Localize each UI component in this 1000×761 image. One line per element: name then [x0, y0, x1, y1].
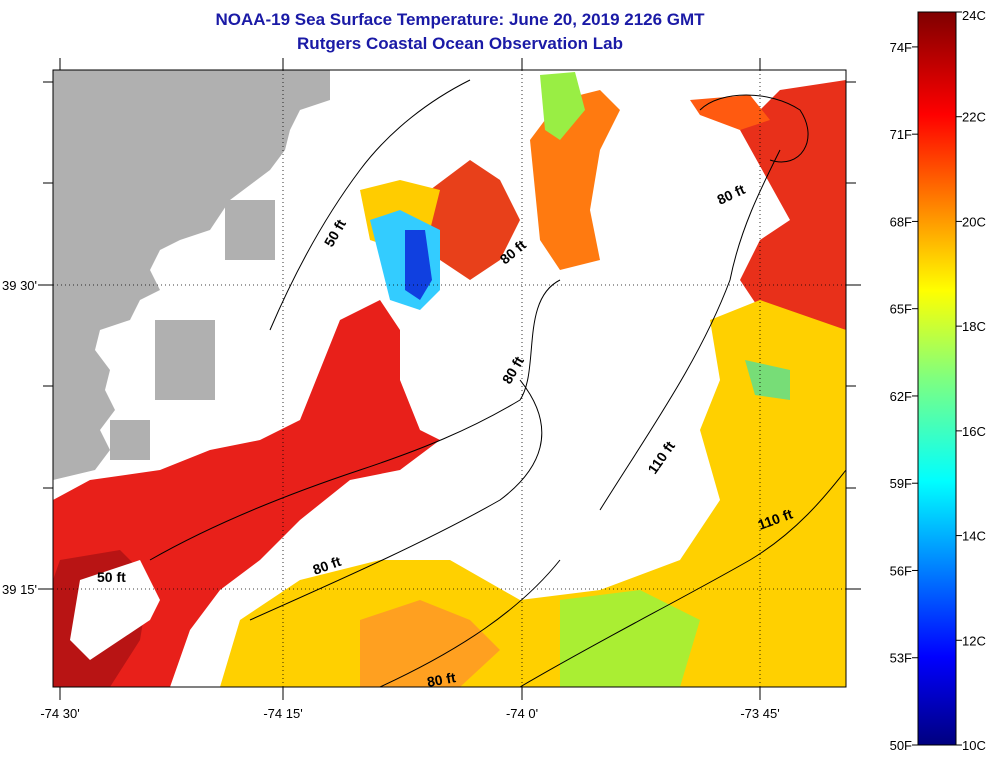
sst-mild-region [560, 590, 700, 687]
lon-tick-label: -74 15' [263, 706, 302, 721]
colorbar-celsius-label: 22C [962, 110, 986, 125]
lat-tick-label: 39 30' [2, 278, 37, 293]
colorbar-fahrenheit-label: 53F [890, 651, 912, 666]
colorbar-fahrenheit-label: 74F [890, 40, 912, 55]
colorbar-fahrenheit-label: 56F [890, 563, 912, 578]
colorbar-celsius-label: 12C [962, 633, 986, 648]
colorbar-celsius-label: 24C [962, 8, 986, 23]
colorbar-fahrenheit-label: 50F [890, 738, 912, 753]
land-mass [155, 320, 215, 400]
colorbar-fahrenheit-label: 65F [890, 302, 912, 317]
graticule [53, 70, 846, 687]
colorbar-celsius-label: 16C [962, 424, 986, 439]
colorbar [917, 11, 957, 746]
colorbar-celsius-label: 14C [962, 529, 986, 544]
colorbar-fahrenheit-label: 68F [890, 214, 912, 229]
map-frame [52, 69, 847, 688]
land-mass [225, 200, 275, 260]
land-mass [53, 70, 330, 480]
map-title: NOAA-19 Sea Surface Temperature: June 20… [215, 10, 705, 29]
sst-warm-region [420, 160, 520, 280]
colorbar-labels: 24C 22C 20C 18C 16C 14C 12C 10C 74F 71F 68F 65F 62F 5… [890, 8, 986, 753]
sst-warm-region [360, 600, 500, 687]
sst-cold-region [405, 230, 432, 300]
colorbar-celsius-label: 18C [962, 319, 986, 334]
sst-warm-region [740, 80, 846, 330]
contour-label: 50 ft [97, 569, 126, 585]
sst-mild-region [220, 300, 846, 687]
sst-mild-region [540, 72, 585, 140]
sst-warm-region [690, 95, 770, 130]
lon-tick-label: -74 30' [40, 706, 79, 721]
axis-ticks [38, 58, 861, 700]
lat-tick-label: 39 15' [2, 582, 37, 597]
lon-tick-label: -73 45' [740, 706, 779, 721]
land-mass [110, 420, 150, 460]
colorbar-celsius-label: 10C [962, 738, 986, 753]
map-subtitle: Rutgers Coastal Ocean Observation Lab [297, 34, 623, 53]
colorbar-fahrenheit-label: 62F [890, 389, 912, 404]
lon-tick-label: -74 0' [506, 706, 538, 721]
colorbar-ticks [912, 11, 962, 746]
bathymetry-contours [149, 79, 846, 687]
colorbar-fahrenheit-label: 71F [890, 127, 912, 142]
sst-cool-region [745, 360, 790, 400]
contour-label: 80 ft [426, 669, 457, 690]
colorbar-celsius-label: 20C [962, 214, 986, 229]
colorbar-fahrenheit-label: 59F [890, 476, 912, 491]
no-data-region [70, 560, 160, 660]
